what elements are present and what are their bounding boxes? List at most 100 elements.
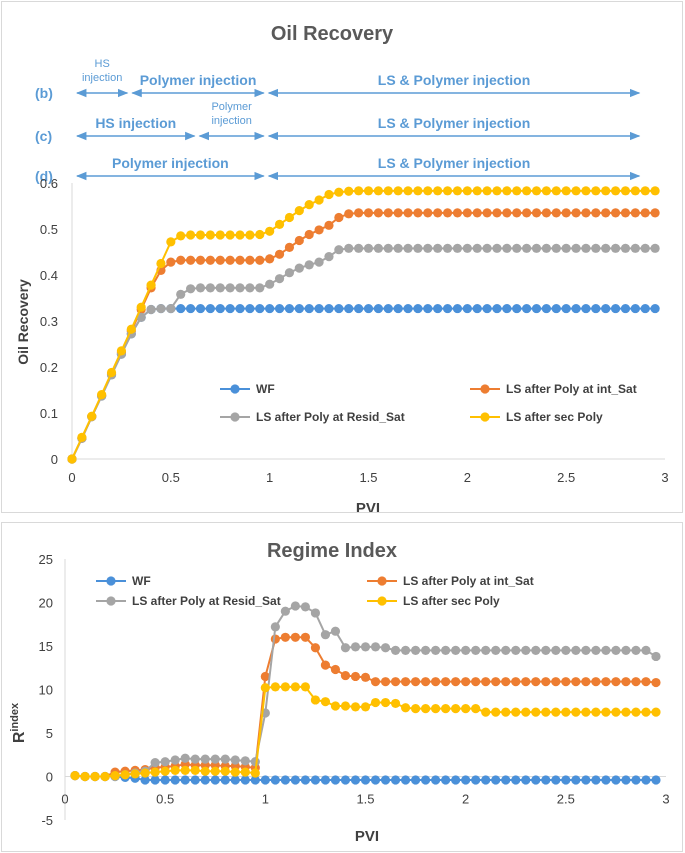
data-point [90, 771, 100, 782]
data-point [442, 243, 453, 253]
data-point [100, 771, 110, 782]
data-point [451, 775, 461, 785]
data-point [270, 682, 280, 692]
data-point [126, 324, 136, 334]
data-point [423, 243, 433, 253]
data-point [410, 645, 421, 655]
data-point [334, 303, 344, 314]
data-point [160, 757, 170, 767]
data-point [354, 303, 364, 314]
data-point [284, 303, 295, 314]
data-point [611, 677, 621, 687]
data-point [521, 645, 531, 655]
data-point [146, 304, 156, 315]
data-point [522, 186, 532, 196]
chart-title: Oil Recovery [271, 23, 394, 45]
data-point [591, 243, 601, 253]
data-point [176, 231, 186, 241]
data-point [620, 243, 631, 253]
x-tick-label: 2 [462, 792, 469, 807]
data-point [541, 186, 552, 196]
data-point [410, 775, 421, 785]
data-point [403, 208, 413, 218]
data-point [522, 303, 532, 314]
data-point [571, 186, 581, 196]
x-axis-label: PVI [356, 500, 380, 512]
data-point [640, 186, 650, 196]
data-point [290, 775, 300, 785]
data-point [220, 766, 230, 776]
legend-label: LS after Poly at int_Sat [403, 574, 534, 588]
data-point [370, 677, 381, 687]
data-point [541, 243, 552, 253]
data-point [452, 303, 463, 314]
data-point [255, 255, 265, 265]
data-point [581, 303, 591, 314]
data-point [330, 701, 341, 711]
data-point [521, 775, 531, 785]
data-point [423, 208, 433, 218]
data-point [442, 186, 453, 196]
data-point [373, 303, 383, 314]
data-point [462, 186, 472, 196]
data-point [290, 601, 300, 611]
phase-label: injection [211, 115, 251, 127]
data-point [561, 677, 571, 687]
data-point [314, 195, 324, 205]
data-point [170, 755, 180, 765]
data-point [150, 767, 160, 777]
data-point [441, 704, 451, 714]
phase-row-label: (d) [35, 168, 53, 184]
data-point [531, 208, 542, 218]
data-point [531, 707, 541, 717]
data-point [344, 243, 354, 253]
data-point [512, 243, 522, 253]
data-point [284, 242, 295, 252]
data-point [641, 775, 651, 785]
data-point [230, 775, 240, 785]
data-point [630, 303, 640, 314]
data-point [240, 775, 250, 785]
data-point [551, 303, 561, 314]
data-point [170, 765, 180, 776]
phase-label: Polymer [211, 101, 252, 113]
data-point [200, 775, 210, 785]
data-point [403, 243, 413, 253]
data-point [423, 186, 433, 196]
data-point [630, 208, 640, 218]
oil-recovery-chart-panel: Oil Recovery (b) HS injection Polymer injec… [1, 1, 683, 513]
x-tick-label: 1 [266, 470, 273, 485]
data-point [284, 212, 295, 223]
data-point [140, 775, 150, 785]
data-point [403, 303, 413, 314]
data-point [205, 230, 215, 240]
data-point [310, 643, 321, 653]
data-point [260, 683, 270, 693]
data-point [156, 258, 166, 269]
legend-label: LS after Poly at Resid_Sat [256, 410, 405, 424]
series-ls-after-sec-poly [67, 186, 660, 464]
data-point [235, 303, 245, 314]
data-point [180, 775, 190, 785]
data-point [235, 230, 245, 240]
y-tick-label: 0.3 [40, 314, 58, 329]
phase-label: LS & Polymer injection [378, 72, 530, 88]
data-point [431, 775, 441, 785]
data-point [413, 303, 423, 314]
data-point [265, 254, 275, 264]
data-point [472, 303, 482, 314]
data-point [511, 775, 521, 785]
data-point [304, 303, 314, 314]
data-point [561, 775, 571, 785]
data-point [601, 243, 611, 253]
data-point [601, 645, 611, 655]
data-point [651, 775, 661, 785]
data-point [431, 704, 441, 714]
data-point [265, 303, 275, 314]
data-point [314, 257, 324, 267]
data-point [501, 707, 511, 717]
phase-label: Polymer injection [140, 72, 257, 88]
legend-label: WF [256, 382, 275, 396]
data-point [511, 677, 521, 687]
data-point [601, 707, 611, 717]
